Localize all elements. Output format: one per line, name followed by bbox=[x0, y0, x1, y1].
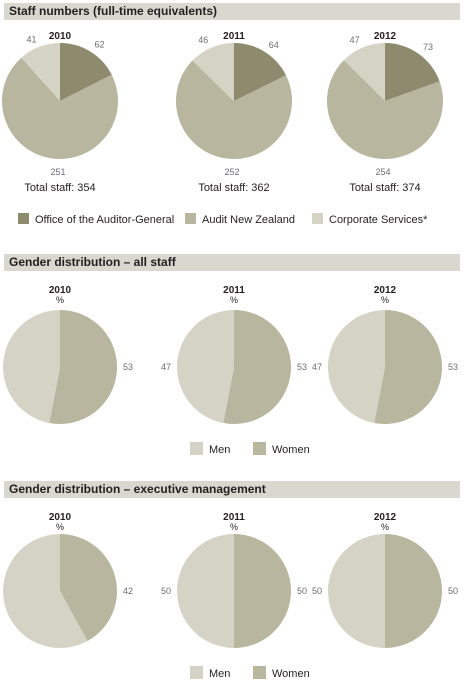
staff-pie-slice bbox=[385, 43, 440, 101]
legend-label: Audit New Zealand bbox=[202, 214, 295, 226]
gender-all-women-value: 53 bbox=[297, 362, 307, 372]
gender-all-women-value: 53 bbox=[123, 362, 133, 372]
legend-label: Office of the Auditor-General bbox=[35, 214, 174, 226]
legend-swatch bbox=[312, 213, 323, 224]
total-staff-label: Total staff: 374 bbox=[349, 182, 420, 194]
gender-all-year-label: 2010 bbox=[49, 285, 72, 296]
gender-exec-women-value: 50 bbox=[297, 586, 307, 596]
gender-all-unit-label: % bbox=[381, 295, 389, 305]
gender-exec-women-value: 42 bbox=[123, 586, 133, 596]
staff-value-label: 73 bbox=[423, 42, 433, 52]
gender-all-men-value: 47 bbox=[161, 362, 171, 372]
gender-all-women-slice bbox=[49, 310, 118, 424]
legend-label: Women bbox=[272, 444, 310, 456]
total-staff-label: Total staff: 362 bbox=[198, 182, 269, 194]
gender-all-men-slice bbox=[328, 310, 385, 423]
legend-swatch bbox=[190, 442, 203, 455]
gender-exec-year-label: 2010 bbox=[49, 512, 72, 523]
gender-all-unit-label: % bbox=[230, 295, 238, 305]
gender-exec-year-label: 2011 bbox=[223, 512, 245, 523]
staff-value-label: 254 bbox=[375, 167, 390, 177]
legend-swatch bbox=[18, 213, 29, 224]
legend-swatch bbox=[253, 442, 266, 455]
staff-value-label: 41 bbox=[26, 34, 36, 44]
gender-all-unit-label: % bbox=[56, 295, 64, 305]
gender-exec-women-slice bbox=[60, 534, 118, 641]
gender-exec-men-value: 50 bbox=[312, 586, 322, 596]
gender-exec-unit-label: % bbox=[381, 522, 389, 532]
gender-exec-women-slice bbox=[385, 534, 442, 648]
staff-value-label: 62 bbox=[95, 40, 105, 50]
staff-pie-slice bbox=[21, 43, 61, 101]
staff-value-label: 64 bbox=[269, 40, 279, 50]
staff-pie-slice bbox=[343, 43, 385, 101]
staff-pie-slice bbox=[326, 60, 443, 160]
staff-year-label: 2010 bbox=[49, 31, 72, 42]
gender-all-section-header: Gender distribution – all staff bbox=[4, 254, 460, 271]
gender-exec-men-value: 50 bbox=[161, 586, 171, 596]
staff-section-header: Staff numbers (full-time equivalents) bbox=[4, 3, 460, 20]
staff-pie-slice bbox=[60, 43, 112, 101]
staff-pie-slice bbox=[1, 57, 118, 159]
gender-exec-section-header: Gender distribution – executive manageme… bbox=[4, 481, 460, 498]
staff-pie-slice bbox=[176, 60, 293, 160]
gender-all-women-slice bbox=[374, 310, 443, 424]
gender-exec-women-slice bbox=[234, 534, 291, 648]
legend-label: Men bbox=[209, 668, 230, 680]
legend-label: Women bbox=[272, 668, 310, 680]
gender-exec-men-slice bbox=[3, 534, 88, 648]
gender-all-year-label: 2012 bbox=[374, 285, 397, 296]
staff-year-label: 2012 bbox=[374, 31, 397, 42]
gender-exec-men-slice bbox=[328, 534, 385, 648]
gender-all-men-slice bbox=[3, 310, 61, 423]
gender-exec-year-label: 2012 bbox=[374, 512, 397, 523]
gender-exec-men-slice bbox=[177, 534, 234, 648]
legend-swatch bbox=[185, 213, 196, 224]
gender-all-women-value: 53 bbox=[448, 362, 458, 372]
staff-value-label: 46 bbox=[198, 35, 208, 45]
gender-all-women-slice bbox=[223, 310, 292, 424]
gender-exec-unit-label: % bbox=[56, 522, 64, 532]
staff-pie-slice bbox=[234, 43, 286, 101]
gender-exec-women-value: 50 bbox=[448, 586, 458, 596]
legend-label: Men bbox=[209, 444, 230, 456]
staff-numbers-chart: 2010 62 251 41 Total staff: 354 2011 64 252 46 To… bbox=[1, 31, 443, 226]
staff-value-label: 47 bbox=[350, 35, 360, 45]
legend-swatch bbox=[253, 666, 266, 679]
gender-all-men-slice bbox=[177, 310, 234, 423]
gender-all-men-value: 47 bbox=[312, 362, 322, 372]
gender-exec-unit-label: % bbox=[230, 522, 238, 532]
staff-pie-slice bbox=[192, 43, 234, 101]
staff-value-label: 251 bbox=[50, 167, 65, 177]
legend-swatch bbox=[190, 666, 203, 679]
total-staff-label: Total staff: 354 bbox=[24, 182, 95, 194]
staff-value-label: 252 bbox=[224, 167, 239, 177]
gender-all-year-label: 2011 bbox=[223, 285, 245, 296]
legend-label: Corporate Services* bbox=[329, 214, 428, 226]
staff-year-label: 2011 bbox=[223, 31, 245, 42]
